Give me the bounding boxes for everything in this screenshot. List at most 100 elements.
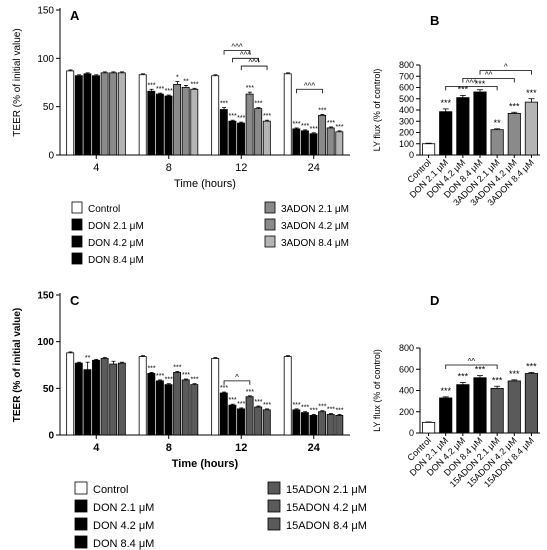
bar-gray_dark	[335, 414, 344, 436]
bar-gray_mid	[507, 112, 521, 156]
bar-gray_light	[117, 72, 126, 156]
y-tick-label: 200	[399, 407, 414, 417]
bar-gray_light	[524, 101, 538, 156]
legend-swatch	[264, 218, 276, 231]
legend-swatch	[74, 481, 88, 495]
bar-black	[164, 384, 173, 436]
significance-label: ***	[229, 397, 237, 404]
bar-black	[439, 397, 453, 434]
bar-gray_dark	[490, 387, 504, 434]
significance-label: ***	[220, 385, 228, 392]
bar-black	[74, 75, 83, 156]
bar-black	[309, 133, 318, 156]
legend-C: Control DON 2.1 μM DON 4.2 μM DON 8.4 μM 15A…	[74, 481, 367, 550]
legend-swatch	[267, 499, 281, 513]
significance-label: ***	[147, 365, 155, 372]
bar-gray_mid	[109, 72, 118, 156]
y-tick-label: 400	[399, 386, 414, 396]
bracket-label: ^^^	[466, 78, 478, 87]
legend-label: DON 2.1 μM	[93, 502, 154, 514]
legend-label: 15ADON 2.1 μM	[286, 484, 367, 496]
significance-label: ***	[301, 405, 309, 412]
legend-label: DON 4.2 μM	[93, 520, 154, 532]
significance-label: ***	[509, 369, 520, 379]
significance-label: ***	[310, 407, 318, 414]
significance-label: ***	[318, 404, 326, 411]
bar-black	[74, 362, 83, 436]
bar-black	[147, 372, 156, 436]
significance-label: **	[494, 118, 502, 128]
comparison-bracket	[445, 85, 498, 91]
bar-black	[473, 91, 487, 156]
panel-label: A	[70, 8, 80, 23]
bar-black	[473, 377, 487, 434]
legend-swatch	[71, 218, 83, 231]
significance-label: ***	[263, 113, 271, 120]
y-tick-label: 600	[399, 364, 414, 374]
comparison-bracket	[240, 65, 268, 71]
legend-swatch	[74, 535, 88, 549]
bar-black	[219, 109, 228, 156]
comparison-bracket	[445, 364, 498, 369]
bar-gray_dark	[190, 384, 199, 436]
legend-swatch	[71, 201, 83, 214]
significance-label: ***	[182, 372, 190, 379]
panel-C: C TEER (% of initial value) 0 50 100 150 4 ** 8 *…	[12, 291, 350, 470]
comparison-bracket	[479, 70, 532, 75]
significance-label: **	[85, 355, 91, 362]
significance-label: ***	[165, 88, 173, 95]
significance-label: ***	[327, 407, 335, 414]
bar-black	[456, 384, 470, 434]
y-tick-label: 700	[399, 71, 414, 81]
significance-label: ***	[327, 120, 335, 127]
bar-gray_light	[262, 120, 271, 156]
comparison-bracket	[223, 50, 251, 55]
bar-gray_dark	[507, 380, 521, 434]
panel-label: B	[430, 13, 439, 28]
significance-label: ***	[335, 407, 343, 414]
bar-white	[211, 75, 220, 156]
bar-gray_dark	[262, 409, 271, 436]
y-tick-label: 100	[37, 54, 54, 65]
bar-black	[83, 73, 92, 156]
y-tick-label: 0	[409, 150, 414, 160]
significance-label: ***	[301, 123, 309, 130]
y-tick-label: 300	[399, 116, 414, 126]
bar-black	[300, 412, 309, 436]
comparison-bracket	[462, 78, 515, 83]
significance-label: ***	[156, 86, 164, 93]
significance-label: ***	[492, 375, 503, 385]
x-axis-title: Time (hours)	[172, 458, 239, 470]
y-tick-label: 50	[43, 384, 55, 395]
significance-label: ***	[440, 98, 451, 108]
comparison-bracket	[296, 88, 323, 94]
y-axis-title: LY flux (% of control)	[372, 349, 382, 432]
bar-gray_mid	[181, 86, 190, 156]
bar-black	[219, 392, 228, 436]
significance-label: ***	[292, 121, 300, 128]
bar-gray_dark	[117, 362, 126, 436]
bar-gray_dark	[254, 406, 263, 436]
bar-gray_dark	[100, 358, 109, 436]
significance-label: ***	[237, 115, 245, 122]
bar-white	[421, 143, 436, 156]
bracket-label: ^^	[468, 357, 476, 366]
bar-gray_dark	[109, 363, 118, 436]
significance-label: ***	[475, 79, 486, 89]
bar-white	[421, 421, 436, 434]
y-tick-label: 0	[48, 431, 54, 442]
significance-label: ***	[237, 401, 245, 408]
bar-black	[456, 97, 470, 156]
bar-black	[228, 404, 237, 436]
significance-label: ***	[190, 377, 198, 384]
bracket-label: ^	[504, 63, 508, 72]
bar-black	[300, 130, 309, 156]
bar-black	[309, 414, 318, 436]
bar-gray_mid	[173, 84, 182, 156]
bar-black	[92, 359, 100, 436]
bar-gray_mid	[326, 127, 335, 156]
bar-white	[66, 352, 75, 436]
bar-white	[283, 73, 292, 156]
significance-label: ***	[229, 113, 237, 120]
